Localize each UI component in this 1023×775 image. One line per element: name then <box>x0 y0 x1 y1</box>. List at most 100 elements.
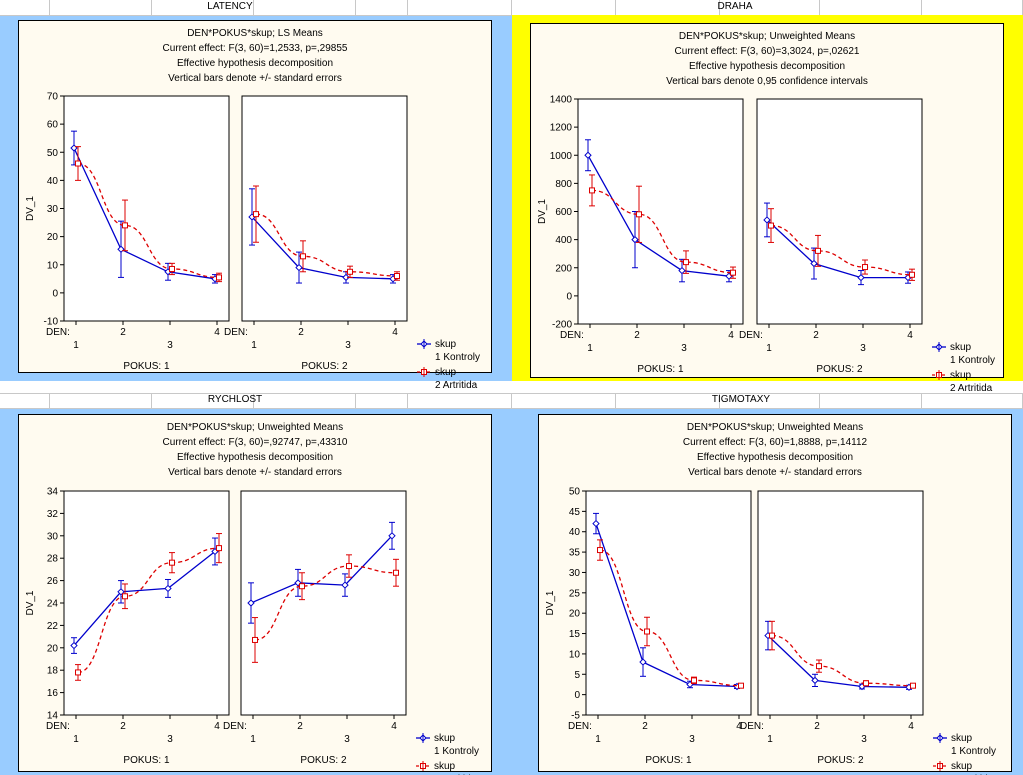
chart-bars-note: Vertical bars denote +/- standard errors <box>688 467 862 478</box>
subplot-label: POKUS: 1 <box>123 361 170 372</box>
series-line-artritida <box>254 565 397 641</box>
x-tick-label: 3 <box>689 734 695 745</box>
subplot-label: POKUS: 2 <box>817 755 864 766</box>
sheet-header-row-top: LATENCY DRAHA <box>0 0 1023 16</box>
y-tick-label: 30 <box>47 204 59 215</box>
data-point-artritida <box>816 663 822 670</box>
y-tick-label: 45 <box>569 507 581 518</box>
data-point-artritida <box>169 559 175 566</box>
chart-decomposition: Effective hypothesis decomposition <box>176 58 333 69</box>
x-tick-label: 3 <box>167 340 173 351</box>
y-tick-label: 24 <box>47 599 59 610</box>
data-point-artritida <box>346 563 352 570</box>
series-line-kontroly <box>73 147 216 280</box>
chart-draha[interactable]: DEN*POKUS*skup; Unweighted Means Current … <box>530 23 1004 394</box>
legend-label-kontroly: 1 Kontroly <box>950 355 995 366</box>
subplot-frame-2 <box>757 490 924 716</box>
y-tick-label: 30 <box>569 568 581 579</box>
data-point-kontroly <box>342 273 350 282</box>
data-point-artritida <box>299 583 305 590</box>
chart-latency[interactable]: DEN*POKUS*skup; LS Means Current effect: … <box>18 20 492 391</box>
chart-effect: Current effect: F(3, 60)=1,2533, p=,2985… <box>162 43 348 54</box>
y-tick-label: 14 <box>47 711 59 722</box>
legend-title-1: skup <box>435 339 457 350</box>
x-tick-label: 4 <box>392 327 398 338</box>
y-tick-label: 40 <box>569 527 581 538</box>
chart-effect: Current effect: F(3, 60)=,92747, p=,4331… <box>162 437 348 448</box>
subplot-label: POKUS: 2 <box>300 755 347 766</box>
x-axis-label: DEN: <box>568 721 592 732</box>
legend-title-1: skup <box>951 733 973 744</box>
legend-label-kontroly: 1 Kontroly <box>434 746 479 757</box>
data-point-kontroly <box>763 216 771 224</box>
subplot-label: POKUS: 2 <box>816 364 863 375</box>
y-tick-label: 50 <box>47 148 59 159</box>
chart-tigmotaxy[interactable]: DEN*POKUS*skup; Unweighted Means Current … <box>538 414 1012 775</box>
x-tick-label: 2 <box>120 327 126 338</box>
data-point-artritida <box>768 222 774 229</box>
data-point-artritida <box>862 264 868 271</box>
data-point-artritida <box>909 271 915 278</box>
legend-title-1: skup <box>434 733 456 744</box>
legend-title-1: skup <box>950 342 972 353</box>
y-tick-label: 0 <box>566 291 572 302</box>
data-point-kontroly <box>639 658 647 666</box>
x-tick-label: 3 <box>344 734 350 745</box>
chart-title: DEN*POKUS*skup; LS Means <box>187 28 323 39</box>
series-line-artritida <box>77 162 220 279</box>
x-tick-label: 3 <box>860 343 866 354</box>
y-tick-label: 26 <box>47 576 59 587</box>
data-point-kontroly <box>678 266 686 275</box>
y-tick-label: 10 <box>47 260 59 271</box>
series-line-kontroly <box>587 154 730 277</box>
x-tick-label: 3 <box>167 734 173 745</box>
x-axis-label: DEN: <box>740 721 764 732</box>
sheet-label-tigmotaxy: TIGMOTAXY <box>711 394 771 405</box>
series-line-kontroly <box>595 523 738 688</box>
x-tick-label: 4 <box>736 721 742 732</box>
data-point-artritida <box>636 211 642 218</box>
data-point-artritida <box>769 632 775 639</box>
x-tick-label: 4 <box>728 330 734 341</box>
subplot-frame-1 <box>63 490 230 716</box>
data-point-artritida <box>216 274 222 281</box>
x-tick-label: 2 <box>813 330 819 341</box>
y-tick-label: 25 <box>569 588 581 599</box>
data-point-kontroly <box>247 599 255 607</box>
y-tick-label: 34 <box>47 487 59 498</box>
legend-label-kontroly: 1 Kontroly <box>435 352 480 363</box>
subplot-frame-1 <box>577 98 744 325</box>
x-tick-label: 2 <box>642 721 648 732</box>
x-axis-label: DEN: <box>739 330 763 341</box>
data-point-artritida <box>75 160 81 167</box>
subplot-frame-1 <box>585 490 752 716</box>
chart-svg: 1416182022242628303234DV_11234DEN:POKUS:… <box>25 487 479 775</box>
y-tick-label: 28 <box>47 554 59 565</box>
x-tick-label: 4 <box>908 721 914 732</box>
series-line-kontroly <box>766 219 908 279</box>
subplot-frame-2 <box>241 95 408 322</box>
x-tick-label: 1 <box>73 734 79 745</box>
y-tick-label: 0 <box>52 288 58 299</box>
x-axis-label: DEN: <box>560 330 584 341</box>
sheet-label-latency: LATENCY <box>207 1 253 12</box>
y-tick-label: 60 <box>47 120 59 131</box>
series-line-kontroly <box>767 635 910 688</box>
y-axis-label: DV_1 <box>25 196 36 221</box>
x-tick-label: 1 <box>73 340 79 351</box>
x-axis-label: DEN: <box>223 721 247 732</box>
data-point-kontroly <box>295 263 303 272</box>
data-point-artritida <box>589 187 595 194</box>
chart-decomposition: Effective hypothesis decomposition <box>688 61 845 72</box>
chart-rychlost[interactable]: DEN*POKUS*skup; Unweighted Means Current … <box>18 414 492 775</box>
subplot-label: POKUS: 1 <box>645 755 692 766</box>
data-point-kontroly <box>388 532 396 540</box>
y-tick-label: 20 <box>47 643 59 654</box>
y-tick-label: 70 <box>47 92 59 103</box>
x-axis-label: DEN: <box>46 721 70 732</box>
data-point-artritida <box>691 677 697 684</box>
y-axis-label: DV_1 <box>25 590 36 615</box>
data-point-artritida <box>910 682 916 689</box>
y-tick-label: 15 <box>569 629 581 640</box>
y-tick-label: -200 <box>552 320 572 331</box>
